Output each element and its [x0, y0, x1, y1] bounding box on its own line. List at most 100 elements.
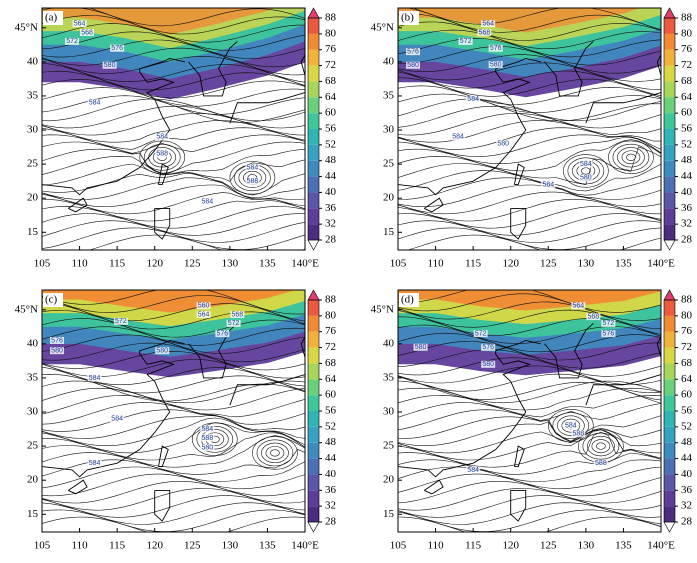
contour-label-bg — [65, 37, 80, 45]
y-tick-label: 25 — [27, 158, 39, 170]
streamline — [398, 431, 661, 468]
colorbar-label: 60 — [681, 107, 693, 119]
vortex — [252, 436, 298, 470]
contour-label: 576 — [111, 45, 123, 52]
contour-label-bg — [245, 177, 260, 185]
y-tick-label: 15 — [27, 226, 39, 238]
contour-label: 580 — [156, 348, 168, 355]
colorbar-band — [664, 506, 675, 522]
streamline — [398, 54, 661, 82]
colorbar-triangle — [307, 7, 320, 19]
contour-label: 584 — [89, 460, 101, 467]
coastline — [398, 57, 541, 196]
contour-label-bg — [155, 150, 170, 158]
vortex — [191, 422, 238, 456]
vortex — [608, 140, 654, 174]
colorbar-triangle — [307, 239, 320, 251]
x-tick-label: 105 — [390, 540, 407, 552]
streamline — [398, 481, 661, 504]
streamline — [398, 310, 661, 337]
colorbar-label: 44 — [325, 452, 337, 464]
vortex — [591, 439, 611, 453]
contour-label: 572 — [228, 320, 240, 327]
y-tick-label: 40 — [383, 55, 395, 67]
contour-label: 580 — [51, 348, 63, 355]
x-tick-label: 135 — [259, 258, 276, 270]
colorbar-band — [664, 144, 675, 161]
colorbar-band — [664, 160, 675, 177]
coastline — [154, 489, 171, 522]
streamline — [42, 415, 305, 439]
streamline — [398, 387, 661, 411]
colorbar-label: 28 — [681, 234, 693, 246]
colorbar-band — [308, 300, 319, 316]
streamline — [398, 93, 661, 122]
streamline — [398, 206, 661, 229]
colorbar-band — [664, 379, 675, 396]
streamline — [42, 435, 305, 468]
contour-label-bg — [413, 343, 428, 351]
panel-label-bg — [399, 11, 419, 25]
streamline — [42, 448, 305, 475]
x-tick-label: 130 — [578, 540, 595, 552]
coastline — [68, 479, 88, 495]
colorbar-label: 48 — [325, 154, 337, 166]
streamline — [42, 206, 305, 229]
streamline — [398, 324, 661, 353]
coastline — [300, 54, 305, 76]
streamline — [398, 170, 661, 196]
vortex — [547, 408, 594, 443]
vortex — [617, 147, 645, 168]
colorbar-label: 88 — [681, 294, 693, 306]
y-tick-label: 30 — [27, 406, 39, 418]
streamline — [42, 105, 305, 129]
colorbar-label: 56 — [325, 123, 337, 135]
x-tick-label: 115 — [465, 540, 482, 552]
contour-label-bg — [230, 311, 245, 319]
coastline — [510, 207, 527, 240]
contour-label-bg — [200, 443, 215, 451]
streamline — [42, 409, 305, 432]
colorbar-band — [664, 113, 675, 129]
colorbar-label: 60 — [681, 389, 693, 401]
vortex — [270, 449, 280, 457]
contour-label: 588 — [572, 431, 584, 438]
colorbar-label: 48 — [681, 436, 693, 448]
streamline — [42, 359, 305, 387]
colorbar-band — [664, 18, 675, 34]
colorbar-band — [308, 18, 319, 34]
streamline — [42, 422, 305, 454]
coastline — [424, 197, 444, 213]
streamline — [398, 71, 661, 99]
coastline — [544, 41, 594, 97]
colorbar-label: 68 — [681, 75, 693, 87]
coastline — [585, 374, 661, 406]
colorbar-label: 80 — [681, 27, 693, 39]
streamline — [42, 198, 305, 222]
vortex — [143, 143, 181, 171]
contour-label: 568 — [479, 29, 491, 36]
contour-label-bg — [110, 415, 125, 423]
contour-label-bg — [481, 20, 496, 28]
streamline — [398, 376, 661, 404]
streamline — [398, 85, 661, 113]
panel-label: (c) — [45, 294, 58, 306]
streamline — [398, 341, 661, 369]
streamline — [398, 409, 661, 442]
contour-label: 564 — [572, 303, 584, 310]
streamline — [398, 466, 661, 490]
streamline — [42, 290, 305, 315]
x-tick-label: 120 — [502, 540, 519, 552]
vortex — [587, 435, 615, 457]
contour-label: 580 — [580, 175, 592, 182]
colorbar-band — [664, 65, 675, 82]
map-frame — [41, 289, 306, 533]
streamline — [42, 112, 305, 136]
streamline — [398, 402, 661, 421]
streamline — [42, 120, 305, 143]
colorbar-label: 32 — [681, 500, 692, 512]
x-tick-label: 120 — [146, 540, 163, 552]
streamline — [42, 387, 305, 411]
colorbar-label: 36 — [325, 484, 337, 496]
